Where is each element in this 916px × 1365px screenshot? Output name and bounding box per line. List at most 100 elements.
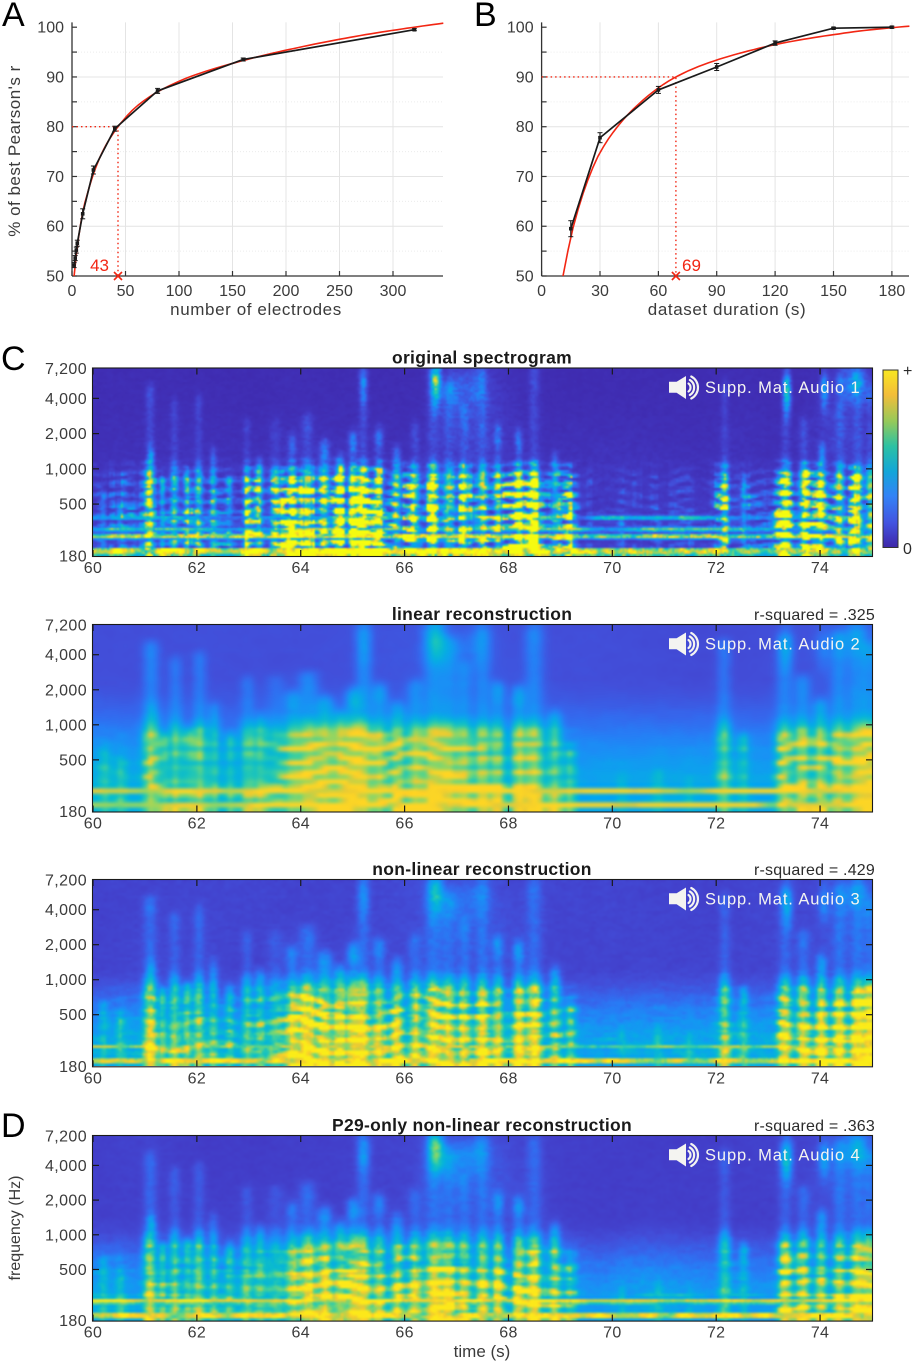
svg-text:0: 0 xyxy=(903,541,912,558)
svg-text:0: 0 xyxy=(68,283,77,300)
svg-text:2,000: 2,000 xyxy=(45,1193,87,1210)
svg-text:r-squared = .325: r-squared = .325 xyxy=(754,607,875,624)
svg-text:64: 64 xyxy=(292,1070,310,1087)
svg-text:70: 70 xyxy=(603,816,621,833)
svg-text:P29-only non-linear reconstruc: P29-only non-linear reconstruction xyxy=(332,1115,632,1135)
svg-text:150: 150 xyxy=(820,283,847,300)
svg-text:number of electrodes: number of electrodes xyxy=(170,300,342,319)
svg-text:68: 68 xyxy=(499,816,517,833)
svg-text:7,200: 7,200 xyxy=(45,361,87,378)
svg-text:120: 120 xyxy=(762,283,789,300)
svg-text:180: 180 xyxy=(59,804,87,821)
svg-text:Supp. Mat. Audio 4: Supp. Mat. Audio 4 xyxy=(705,1146,861,1164)
svg-text:7,200: 7,200 xyxy=(45,873,87,890)
svg-text:66: 66 xyxy=(395,1325,413,1342)
svg-text:43: 43 xyxy=(90,256,109,275)
svg-text:1,000: 1,000 xyxy=(45,717,87,734)
svg-text:50: 50 xyxy=(117,283,135,300)
svg-text:70: 70 xyxy=(603,1070,621,1087)
svg-text:68: 68 xyxy=(499,1325,517,1342)
svg-text:4,000: 4,000 xyxy=(45,391,87,408)
svg-text:0: 0 xyxy=(537,283,546,300)
svg-text:74: 74 xyxy=(811,1325,829,1342)
svg-text:250: 250 xyxy=(326,283,353,300)
svg-text:500: 500 xyxy=(59,1262,87,1279)
svg-text:dataset duration (s): dataset duration (s) xyxy=(648,300,806,319)
svg-text:1,000: 1,000 xyxy=(45,972,87,989)
svg-text:Supp. Mat. Audio 3: Supp. Mat. Audio 3 xyxy=(705,890,861,908)
svg-text:180: 180 xyxy=(59,1313,87,1330)
svg-text:A: A xyxy=(2,0,25,34)
svg-text:69: 69 xyxy=(682,256,701,275)
svg-text:linear reconstruction: linear reconstruction xyxy=(392,604,572,624)
svg-text:1,000: 1,000 xyxy=(45,1227,87,1244)
svg-text:200: 200 xyxy=(273,283,300,300)
svg-text:Supp. Mat. Audio 1: Supp. Mat. Audio 1 xyxy=(705,379,861,397)
svg-text:62: 62 xyxy=(188,1070,206,1087)
svg-text:74: 74 xyxy=(811,816,829,833)
svg-text:50: 50 xyxy=(46,269,64,286)
svg-text:66: 66 xyxy=(395,816,413,833)
svg-text:180: 180 xyxy=(59,1059,87,1076)
svg-text:90: 90 xyxy=(46,69,64,86)
svg-text:7,200: 7,200 xyxy=(45,618,87,635)
svg-text:non-linear reconstruction: non-linear reconstruction xyxy=(372,859,591,879)
svg-text:2,000: 2,000 xyxy=(45,426,87,443)
svg-text:30: 30 xyxy=(591,283,609,300)
svg-text:100: 100 xyxy=(37,20,64,37)
svg-text:7,200: 7,200 xyxy=(45,1129,87,1146)
svg-text:150: 150 xyxy=(219,283,246,300)
svg-text:70: 70 xyxy=(603,560,621,577)
svg-text:2,000: 2,000 xyxy=(45,937,87,954)
svg-text:2,000: 2,000 xyxy=(45,682,87,699)
svg-text:62: 62 xyxy=(188,816,206,833)
svg-text:r-squared = .363: r-squared = .363 xyxy=(754,1118,875,1135)
svg-text:100: 100 xyxy=(507,20,534,37)
svg-text:70: 70 xyxy=(46,169,64,186)
svg-text:80: 80 xyxy=(46,119,64,136)
svg-text:1,000: 1,000 xyxy=(45,461,87,478)
svg-text:Supp. Mat. Audio 2: Supp. Mat. Audio 2 xyxy=(705,635,861,653)
svg-text:60: 60 xyxy=(650,283,668,300)
svg-text:62: 62 xyxy=(188,560,206,577)
svg-text:500: 500 xyxy=(59,497,87,514)
svg-text:60: 60 xyxy=(46,219,64,236)
svg-text:66: 66 xyxy=(395,1070,413,1087)
svg-text:+: + xyxy=(903,363,912,380)
svg-text:50: 50 xyxy=(516,269,534,286)
svg-text:72: 72 xyxy=(707,816,725,833)
svg-text:100: 100 xyxy=(166,283,193,300)
svg-text:60: 60 xyxy=(84,1070,102,1087)
svg-text:time (s): time (s) xyxy=(454,1342,511,1361)
svg-text:4,000: 4,000 xyxy=(45,902,87,919)
svg-text:180: 180 xyxy=(59,549,87,566)
svg-text:60: 60 xyxy=(84,560,102,577)
svg-text:D: D xyxy=(1,1107,26,1145)
svg-text:r-squared = .429: r-squared = .429 xyxy=(754,862,875,879)
svg-text:% of best Pearson's r: % of best Pearson's r xyxy=(5,65,24,237)
svg-text:68: 68 xyxy=(499,560,517,577)
svg-text:300: 300 xyxy=(380,283,407,300)
svg-text:74: 74 xyxy=(811,560,829,577)
svg-text:62: 62 xyxy=(188,1325,206,1342)
svg-text:500: 500 xyxy=(59,752,87,769)
svg-text:original spectrogram: original spectrogram xyxy=(392,348,572,368)
svg-text:60: 60 xyxy=(516,219,534,236)
svg-text:64: 64 xyxy=(292,560,310,577)
svg-text:64: 64 xyxy=(292,1325,310,1342)
svg-text:frequency (Hz): frequency (Hz) xyxy=(7,1176,24,1281)
svg-text:74: 74 xyxy=(811,1070,829,1087)
svg-text:70: 70 xyxy=(603,1325,621,1342)
svg-text:C: C xyxy=(1,340,26,378)
svg-text:72: 72 xyxy=(707,1070,725,1087)
svg-text:500: 500 xyxy=(59,1007,87,1024)
svg-text:4,000: 4,000 xyxy=(45,647,87,664)
svg-text:90: 90 xyxy=(516,69,534,86)
svg-text:72: 72 xyxy=(707,560,725,577)
svg-text:68: 68 xyxy=(499,1070,517,1087)
svg-text:72: 72 xyxy=(707,1325,725,1342)
svg-text:60: 60 xyxy=(84,816,102,833)
svg-text:B: B xyxy=(474,0,497,34)
svg-text:66: 66 xyxy=(395,560,413,577)
svg-text:4,000: 4,000 xyxy=(45,1158,87,1175)
